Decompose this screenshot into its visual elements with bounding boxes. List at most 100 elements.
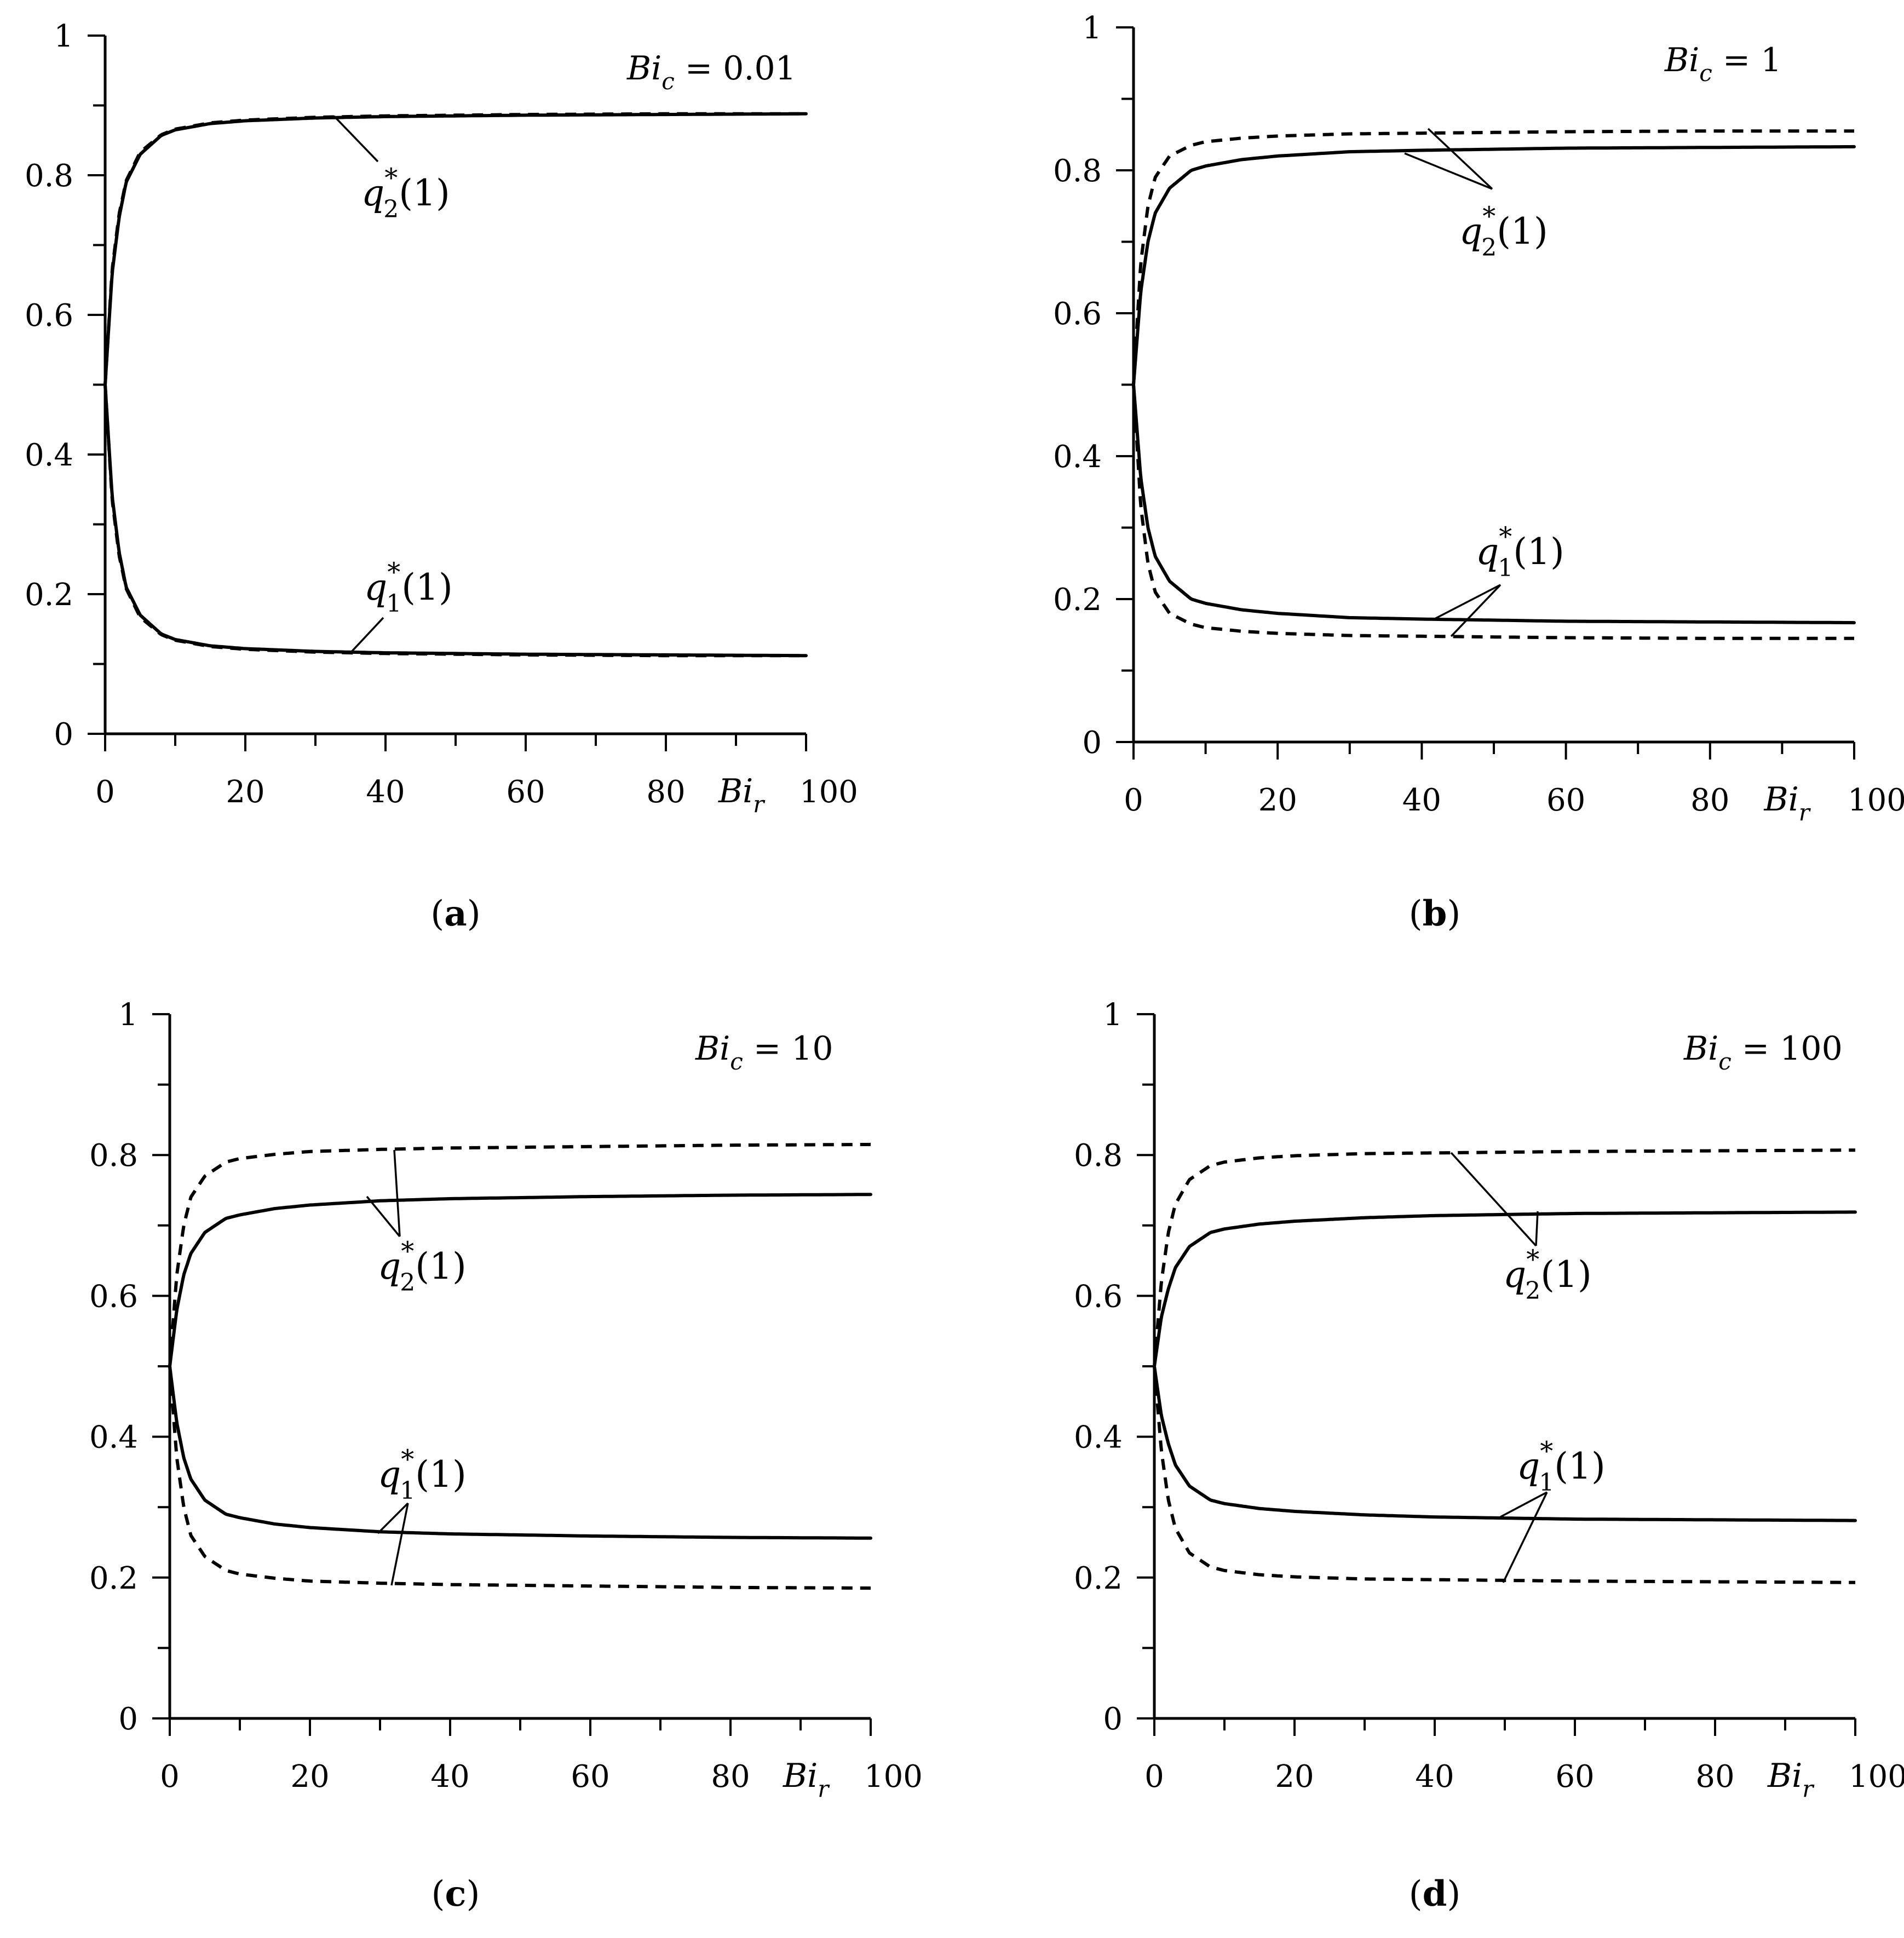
- solid-curve-2: [1153, 1365, 1857, 1522]
- x-tick-label: 20: [1258, 783, 1297, 818]
- series-label-q1: q* 1(1): [1476, 521, 1564, 582]
- y-tick-label: 0.4: [1074, 1420, 1123, 1456]
- y-tick-label: 1: [54, 19, 73, 54]
- y-tick-label: 0: [54, 717, 73, 752]
- y-tick-label: 0.6: [89, 1279, 138, 1314]
- y-tick-label: 0: [118, 1701, 138, 1737]
- x-tick-label: 100: [799, 774, 858, 810]
- curve-leader-line: [377, 1502, 409, 1534]
- y-tick-label: 0.2: [25, 577, 73, 613]
- series-label-q1: q* 1(1): [364, 557, 453, 618]
- panel-label: (c): [432, 1873, 480, 1914]
- x-tick-label: 60: [571, 1759, 609, 1795]
- y-tick-label: 0: [1103, 1701, 1123, 1737]
- curve-leader-line: [393, 1149, 401, 1237]
- x-tick-label: 60: [506, 774, 545, 810]
- x-tick-label: 0: [1124, 783, 1143, 818]
- curve-leader-line: [390, 1503, 409, 1586]
- x-axis-label: Bir: [1767, 1757, 1815, 1802]
- solid-curve-0: [1153, 1210, 1857, 1368]
- x-tick-label: 80: [711, 1759, 750, 1795]
- x-tick-label: 100: [1849, 1759, 1904, 1795]
- y-tick-label: 1: [1103, 997, 1123, 1033]
- solid-curve-2: [103, 383, 808, 658]
- curve-leader-line: [1535, 1211, 1539, 1246]
- y-tick-label: 0.2: [89, 1561, 138, 1596]
- parameter-label: Bic = 0.01: [626, 49, 796, 95]
- curve-leader-line: [1502, 1492, 1548, 1583]
- y-tick-label: 0.2: [1074, 1561, 1123, 1596]
- x-tick-label: 0: [95, 774, 115, 810]
- series-label-q2: q* 2(1): [378, 1236, 467, 1297]
- y-tick-label: 0.6: [1053, 296, 1102, 332]
- x-axis-label: Bir: [718, 772, 766, 818]
- solid-curve-0: [103, 112, 808, 387]
- x-tick-label: 100: [1848, 783, 1904, 818]
- y-tick-label: 0.4: [25, 438, 73, 473]
- solid-curve-2: [168, 1365, 872, 1540]
- curve-leader-line: [350, 617, 384, 653]
- x-tick-label: 100: [864, 1759, 923, 1795]
- y-tick-label: 0.4: [89, 1420, 138, 1456]
- y-tick-label: 0.2: [1053, 582, 1102, 618]
- dashed-curve-1: [103, 112, 806, 385]
- panel-label: (d): [1409, 1873, 1461, 1914]
- x-tick-label: 60: [1546, 783, 1585, 818]
- parameter-label: Bic = 1: [1664, 41, 1781, 87]
- curve-leader-line: [1404, 152, 1493, 190]
- panel-label: (a): [430, 893, 480, 934]
- dashed-curve-1: [1153, 1148, 1855, 1367]
- curve-leader-line: [1500, 1491, 1548, 1518]
- panel-b: 0 0.2 0.4 0.6 0.8 1 0 20 40 60 80 100 Bir q* 2(1) q* 1(1…: [1053, 10, 1904, 934]
- series-label-q1: q* 1(1): [378, 1444, 467, 1505]
- x-tick-label: 80: [646, 774, 685, 810]
- y-tick-label: 0.6: [1074, 1279, 1123, 1314]
- curve-leader-line: [1450, 1152, 1537, 1247]
- dashed-curve-1: [168, 1142, 871, 1367]
- x-tick-label: 20: [290, 1759, 329, 1795]
- y-tick-label: 0.8: [25, 158, 73, 194]
- y-tick-label: 1: [1082, 10, 1102, 46]
- curve-leader-line: [1450, 584, 1502, 637]
- curve-leader-line: [366, 1195, 401, 1238]
- y-tick-label: 0.8: [89, 1138, 138, 1174]
- x-tick-label: 60: [1555, 1759, 1594, 1795]
- solid-curve-0: [168, 1193, 872, 1368]
- x-tick-label: 40: [430, 1759, 469, 1795]
- x-tick-label: 20: [1275, 1759, 1314, 1795]
- x-tick-label: 80: [1695, 1759, 1734, 1795]
- panel-c: 0 0.2 0.4 0.6 0.8 1 0 20 40 60 80 100 Bir q* 2(1) q* 1(1…: [89, 997, 923, 1914]
- parameter-label: Bic = 100: [1683, 1030, 1843, 1075]
- dashed-curve-3: [1132, 384, 1854, 640]
- y-tick-label: 0.4: [1053, 439, 1102, 475]
- dashed-curve-3: [1153, 1366, 1855, 1584]
- y-tick-label: 0.6: [25, 298, 73, 333]
- panel-label: (b): [1409, 893, 1461, 934]
- parameter-label: Bic = 10: [695, 1030, 833, 1075]
- series-label-q2: q* 2(1): [1503, 1244, 1592, 1305]
- solid-curve-0: [1132, 145, 1856, 387]
- series-label-q1: q* 1(1): [1517, 1436, 1606, 1497]
- y-tick-label: 0.8: [1074, 1138, 1123, 1174]
- x-axis-label: Bir: [1764, 780, 1811, 826]
- x-tick-label: 40: [1415, 1759, 1454, 1795]
- series-label-q2: q* 2(1): [361, 163, 450, 223]
- dashed-curve-3: [103, 384, 806, 658]
- curve-leader-line: [1427, 128, 1493, 190]
- x-tick-label: 0: [160, 1759, 180, 1795]
- panel-d: 0 0.2 0.4 0.6 0.8 1 0 20 40 60 80 100 Bir q* 2(1) q* 1(1…: [1074, 997, 1904, 1914]
- curve-leader-line: [1434, 584, 1501, 620]
- y-tick-label: 1: [118, 997, 138, 1033]
- series-label-q2: q* 2(1): [1459, 201, 1548, 262]
- x-tick-label: 40: [1402, 783, 1441, 818]
- solid-curve-2: [1132, 383, 1856, 625]
- x-axis-label: Bir: [783, 1757, 830, 1802]
- dashed-curve-3: [168, 1366, 871, 1590]
- y-tick-label: 0.8: [1053, 153, 1102, 189]
- x-tick-label: 80: [1690, 783, 1729, 818]
- curve-leader-line: [333, 115, 379, 163]
- x-tick-label: 20: [226, 774, 264, 810]
- panel-a: 0 0.2 0.4 0.6 0.8 1 0 20 40 60 80 100 Bir q* 2(1) q* 1(1…: [25, 19, 858, 934]
- y-tick-label: 0: [1082, 725, 1102, 761]
